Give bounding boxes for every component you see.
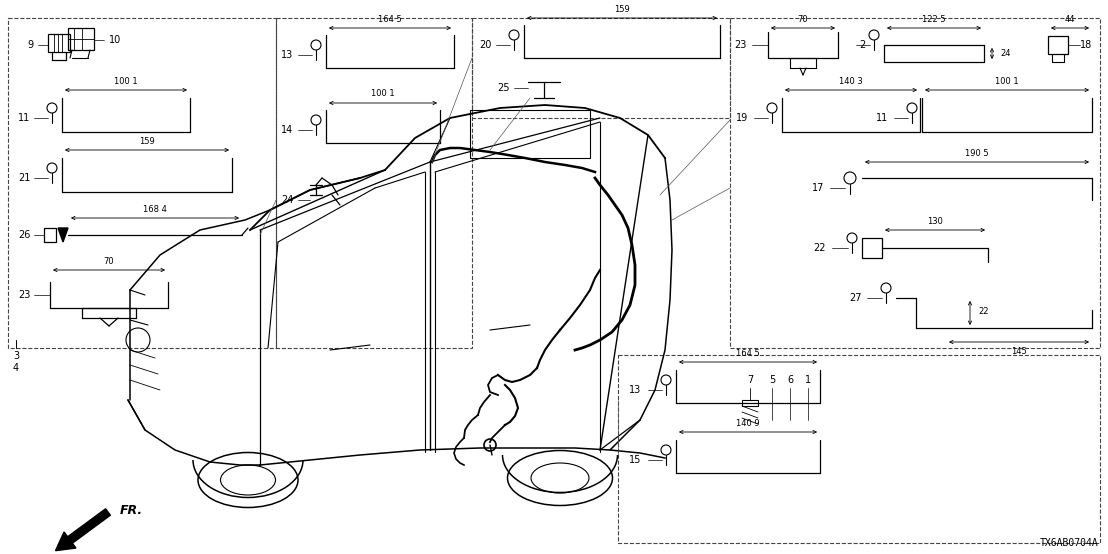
FancyArrow shape <box>55 509 111 551</box>
Text: 22: 22 <box>813 243 827 253</box>
Bar <box>862 238 882 258</box>
Text: 145: 145 <box>1012 347 1027 357</box>
Bar <box>276 18 472 348</box>
Text: 23: 23 <box>733 40 746 50</box>
Bar <box>742 400 758 406</box>
Text: 14: 14 <box>280 125 294 135</box>
Text: 24: 24 <box>1001 49 1010 58</box>
Text: 10: 10 <box>109 35 121 45</box>
Text: 44: 44 <box>1065 14 1075 23</box>
Text: 9: 9 <box>27 40 33 50</box>
Bar <box>472 18 730 118</box>
Text: 22: 22 <box>978 307 988 316</box>
Text: 4: 4 <box>13 363 19 373</box>
Text: 70: 70 <box>798 14 809 23</box>
Text: 1: 1 <box>804 375 811 385</box>
Text: 24: 24 <box>280 195 294 205</box>
Bar <box>618 355 1100 543</box>
Bar <box>730 18 1100 348</box>
Text: 21: 21 <box>18 173 30 183</box>
Text: 5: 5 <box>769 375 776 385</box>
Text: 164 5: 164 5 <box>736 348 760 357</box>
Text: 122 5: 122 5 <box>922 14 946 23</box>
Text: 17: 17 <box>812 183 824 193</box>
Text: 11: 11 <box>876 113 889 123</box>
Bar <box>1048 36 1068 54</box>
Text: 25: 25 <box>496 83 510 93</box>
Text: 19: 19 <box>736 113 748 123</box>
Polygon shape <box>58 228 68 242</box>
Text: 13: 13 <box>280 50 294 60</box>
Text: 6: 6 <box>787 375 793 385</box>
Text: 159: 159 <box>614 4 629 13</box>
Text: 100 1: 100 1 <box>114 76 137 85</box>
Text: 15: 15 <box>629 455 642 465</box>
Text: 100 1: 100 1 <box>995 76 1019 85</box>
Text: FR.: FR. <box>120 504 143 516</box>
Text: TX6AB0704A: TX6AB0704A <box>1039 538 1098 548</box>
Bar <box>48 34 70 52</box>
Text: 70: 70 <box>104 257 114 265</box>
Text: 7: 7 <box>747 375 753 385</box>
Text: 100 1: 100 1 <box>371 90 394 99</box>
Bar <box>44 228 57 242</box>
Bar <box>8 18 276 348</box>
Text: 23: 23 <box>18 290 30 300</box>
Text: 159: 159 <box>140 136 155 146</box>
Text: 11: 11 <box>18 113 30 123</box>
Text: 168 4: 168 4 <box>143 204 167 213</box>
Text: 13: 13 <box>629 385 642 395</box>
Text: 130: 130 <box>927 217 943 225</box>
Text: 20: 20 <box>479 40 491 50</box>
Text: 3: 3 <box>13 351 19 361</box>
Text: 140 9: 140 9 <box>736 418 760 428</box>
Text: 2: 2 <box>859 40 865 50</box>
Text: 26: 26 <box>18 230 30 240</box>
Bar <box>68 28 94 50</box>
Text: 18: 18 <box>1080 40 1092 50</box>
Text: 27: 27 <box>849 293 861 303</box>
Text: 190 5: 190 5 <box>965 148 988 157</box>
Bar <box>470 110 589 158</box>
Text: 164 5: 164 5 <box>378 14 402 23</box>
Text: 140 3: 140 3 <box>839 76 863 85</box>
